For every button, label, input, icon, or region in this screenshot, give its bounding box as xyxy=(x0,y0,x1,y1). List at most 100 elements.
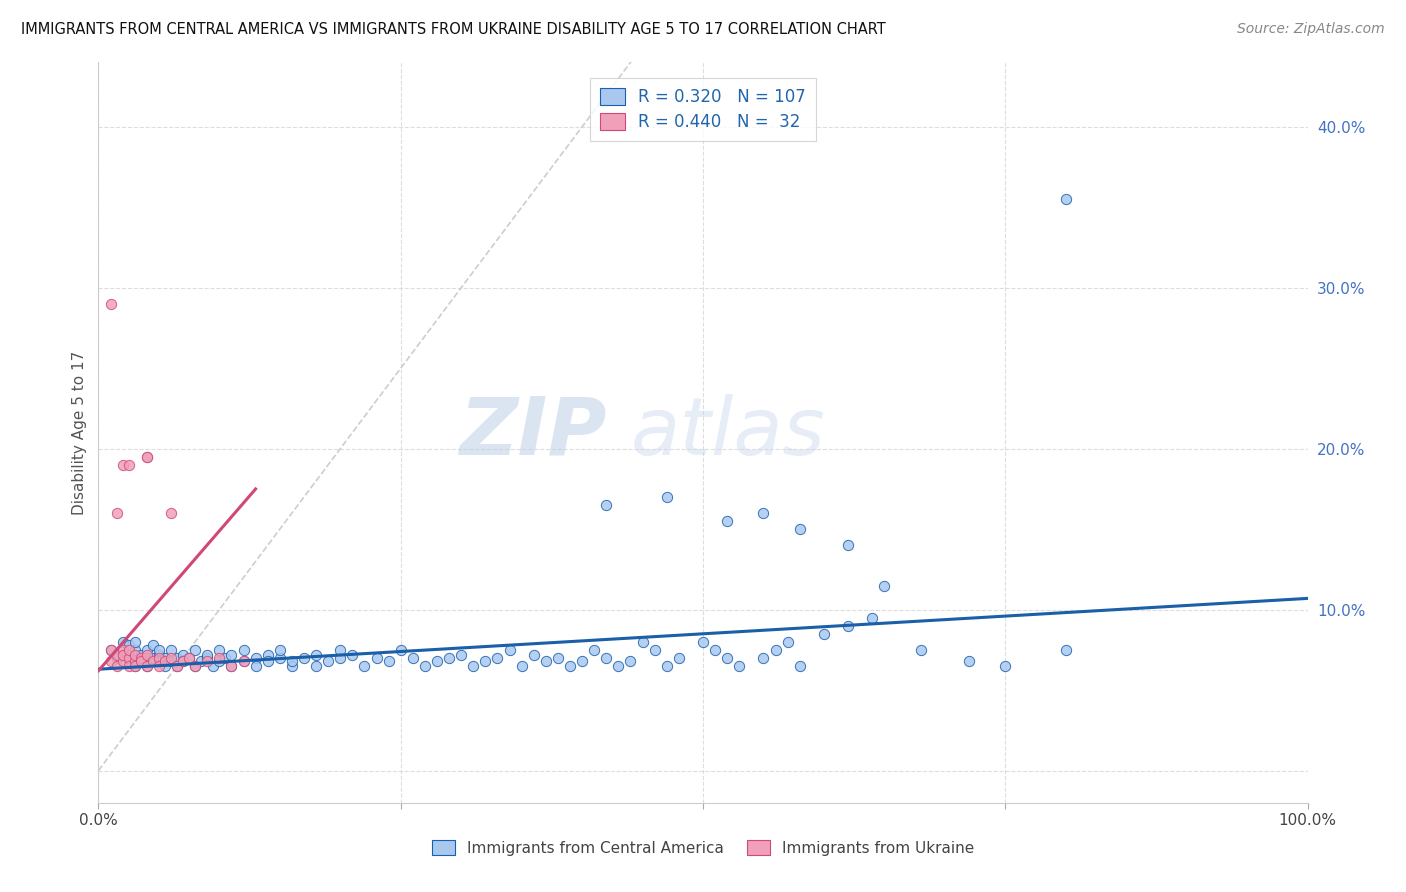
Point xyxy=(202,659,225,673)
Point xyxy=(256,654,278,668)
Legend: Immigrants from Central America, Immigrants from Ukraine: Immigrants from Central America, Immigra… xyxy=(426,834,980,862)
Point xyxy=(166,659,188,673)
Point xyxy=(426,654,449,668)
Point xyxy=(269,651,291,665)
Point xyxy=(160,506,183,520)
Point xyxy=(595,651,617,665)
Text: ZIP: ZIP xyxy=(458,393,606,472)
Point xyxy=(547,651,569,665)
Point xyxy=(595,498,617,512)
Point xyxy=(256,648,278,662)
Point xyxy=(124,659,146,673)
Point xyxy=(910,643,932,657)
Point xyxy=(342,648,364,662)
Point xyxy=(124,654,146,668)
Point xyxy=(813,627,835,641)
Point xyxy=(190,654,212,668)
Point xyxy=(389,643,412,657)
Point xyxy=(704,643,727,657)
Point xyxy=(329,651,352,665)
Point xyxy=(208,654,231,668)
Point xyxy=(160,654,183,668)
Point xyxy=(631,635,654,649)
Point xyxy=(377,654,399,668)
Point xyxy=(619,654,641,668)
Point xyxy=(135,450,157,464)
Point xyxy=(474,654,496,668)
Point xyxy=(498,643,520,657)
Point xyxy=(142,638,165,652)
Point xyxy=(184,659,207,673)
Point xyxy=(142,654,165,668)
Point xyxy=(105,506,128,520)
Point xyxy=(752,651,775,665)
Point xyxy=(129,654,152,668)
Text: IMMIGRANTS FROM CENTRAL AMERICA VS IMMIGRANTS FROM UKRAINE DISABILITY AGE 5 TO 1: IMMIGRANTS FROM CENTRAL AMERICA VS IMMIG… xyxy=(21,22,886,37)
Point xyxy=(111,643,134,657)
Point xyxy=(281,659,304,673)
Point xyxy=(135,659,157,673)
Point xyxy=(100,654,122,668)
Point xyxy=(281,654,304,668)
Point xyxy=(105,648,128,662)
Point xyxy=(100,643,122,657)
Point xyxy=(789,659,811,673)
Point xyxy=(463,659,485,673)
Point xyxy=(184,659,207,673)
Point xyxy=(111,635,134,649)
Point xyxy=(135,651,157,665)
Point xyxy=(124,651,146,665)
Point xyxy=(292,651,315,665)
Point xyxy=(135,659,157,673)
Point xyxy=(118,654,141,668)
Point xyxy=(668,651,690,665)
Point xyxy=(148,648,170,662)
Point xyxy=(232,654,254,668)
Point xyxy=(765,643,787,657)
Point xyxy=(148,643,170,657)
Point xyxy=(111,648,134,662)
Point xyxy=(184,643,207,657)
Point xyxy=(534,654,557,668)
Point xyxy=(316,654,339,668)
Point xyxy=(789,522,811,536)
Point xyxy=(129,648,152,662)
Point xyxy=(172,654,194,668)
Point xyxy=(124,643,146,657)
Point xyxy=(111,648,134,662)
Point xyxy=(166,651,188,665)
Point xyxy=(221,648,243,662)
Point xyxy=(153,651,176,665)
Point xyxy=(305,659,328,673)
Point xyxy=(124,635,146,649)
Point xyxy=(232,643,254,657)
Point xyxy=(221,659,243,673)
Point xyxy=(523,648,546,662)
Point xyxy=(752,506,775,520)
Point xyxy=(837,619,859,633)
Point xyxy=(195,651,218,665)
Point xyxy=(450,648,472,662)
Point xyxy=(118,458,141,472)
Point xyxy=(245,659,267,673)
Point xyxy=(486,651,509,665)
Y-axis label: Disability Age 5 to 17: Disability Age 5 to 17 xyxy=(72,351,87,515)
Point xyxy=(118,651,141,665)
Point xyxy=(179,651,201,665)
Point xyxy=(728,659,751,673)
Point xyxy=(873,578,896,592)
Point xyxy=(329,643,352,657)
Point xyxy=(172,648,194,662)
Point xyxy=(118,643,141,657)
Point xyxy=(105,651,128,665)
Point xyxy=(837,538,859,552)
Point xyxy=(124,648,146,662)
Point xyxy=(124,659,146,673)
Point xyxy=(221,659,243,673)
Text: atlas: atlas xyxy=(630,393,825,472)
Point xyxy=(179,651,201,665)
Point xyxy=(129,654,152,668)
Point xyxy=(353,659,375,673)
Point xyxy=(100,297,122,311)
Point xyxy=(413,659,436,673)
